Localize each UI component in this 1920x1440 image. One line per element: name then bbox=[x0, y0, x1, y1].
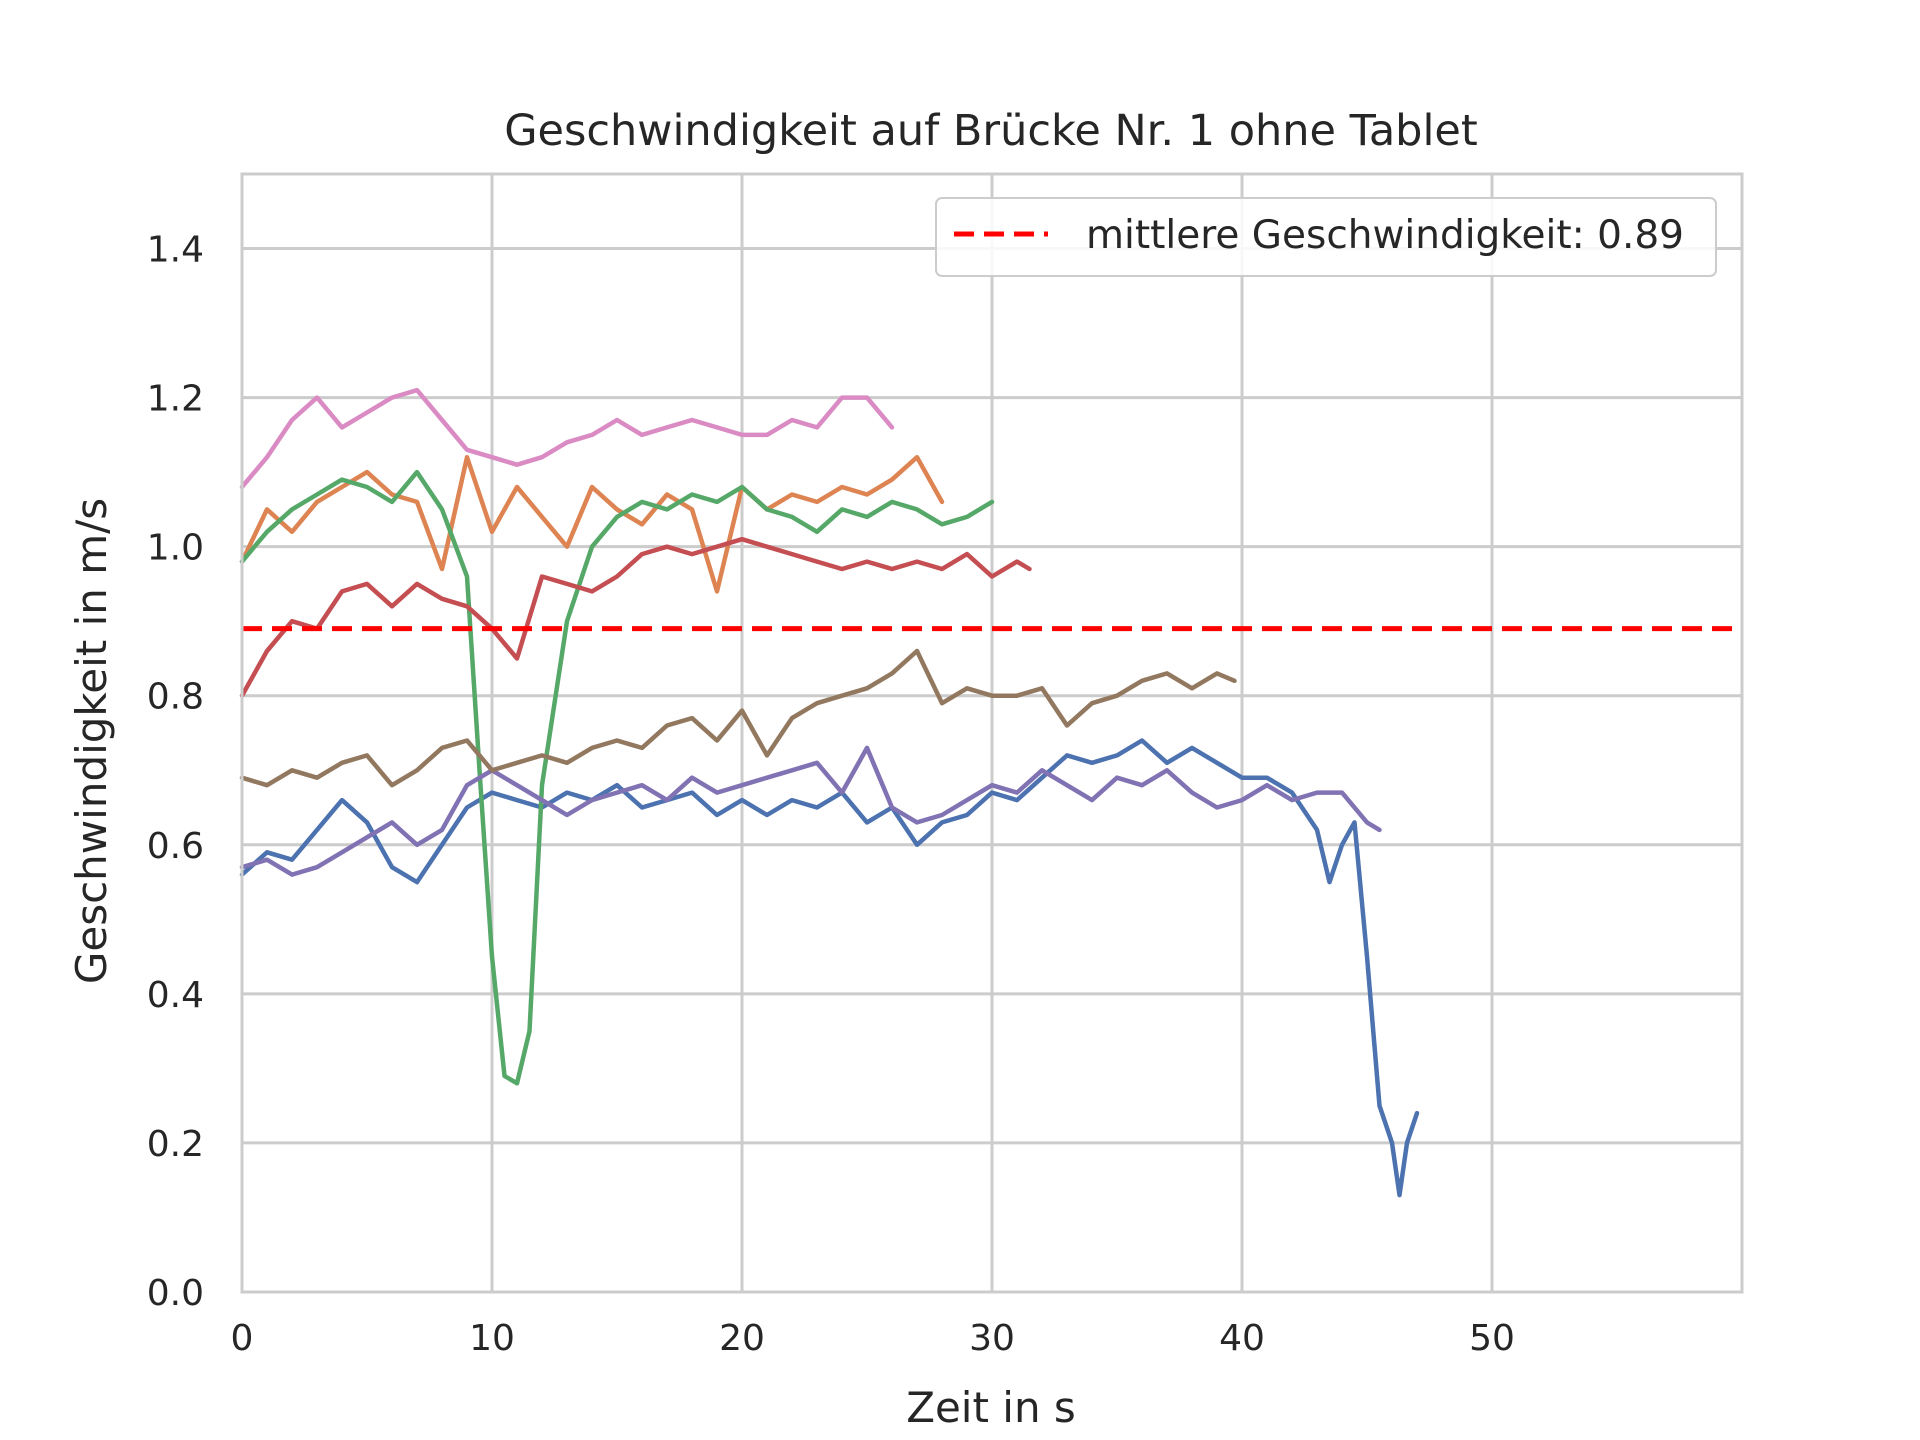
x-axis-label: Zeit in s bbox=[906, 1383, 1076, 1432]
x-tick-label: 40 bbox=[1219, 1318, 1265, 1359]
x-tick-label: 20 bbox=[719, 1318, 765, 1359]
y-tick-label: 0.4 bbox=[147, 975, 204, 1016]
x-tick-label: 50 bbox=[1469, 1318, 1515, 1359]
x-tick-labels: 0 10 20 30 40 50 bbox=[231, 1318, 1515, 1359]
chart-title: Geschwindigkeit auf Brücke Nr. 1 ohne Ta… bbox=[504, 106, 1478, 156]
legend: mittlere Geschwindigkeit: 0.89 bbox=[935, 197, 1717, 277]
x-tick-label: 30 bbox=[969, 1318, 1015, 1359]
series-line-5 bbox=[239, 745, 1382, 877]
plot-frame bbox=[240, 172, 1744, 1294]
y-tick-label: 0.6 bbox=[147, 826, 204, 867]
y-tick-labels: 0.0 0.2 0.4 0.6 0.8 1.0 1.2 1.4 bbox=[147, 230, 204, 1314]
legend-label-mean-line: mittlere Geschwindigkeit: 0.89 bbox=[1086, 213, 1684, 258]
x-tick-label: 10 bbox=[469, 1318, 515, 1359]
y-tick-label: 1.4 bbox=[147, 230, 204, 271]
y-tick-label: 0.8 bbox=[147, 677, 204, 718]
series-line-2 bbox=[239, 454, 945, 594]
grid bbox=[240, 174, 1742, 1294]
y-tick-label: 1.2 bbox=[147, 379, 204, 420]
series-line-3 bbox=[239, 469, 995, 1086]
series-line-6 bbox=[239, 648, 1237, 788]
y-tick-label: 1.0 bbox=[147, 528, 204, 569]
y-axis-label: Geschwindigkeit in m/s bbox=[67, 498, 116, 984]
y-tick-label: 0.0 bbox=[147, 1273, 204, 1314]
x-tick-label: 0 bbox=[231, 1318, 254, 1359]
legend-box bbox=[935, 197, 1717, 277]
series-group bbox=[239, 387, 1420, 1198]
series-line-4 bbox=[239, 536, 1032, 698]
series-line-7 bbox=[239, 387, 895, 490]
y-tick-label: 0.2 bbox=[147, 1124, 204, 1165]
